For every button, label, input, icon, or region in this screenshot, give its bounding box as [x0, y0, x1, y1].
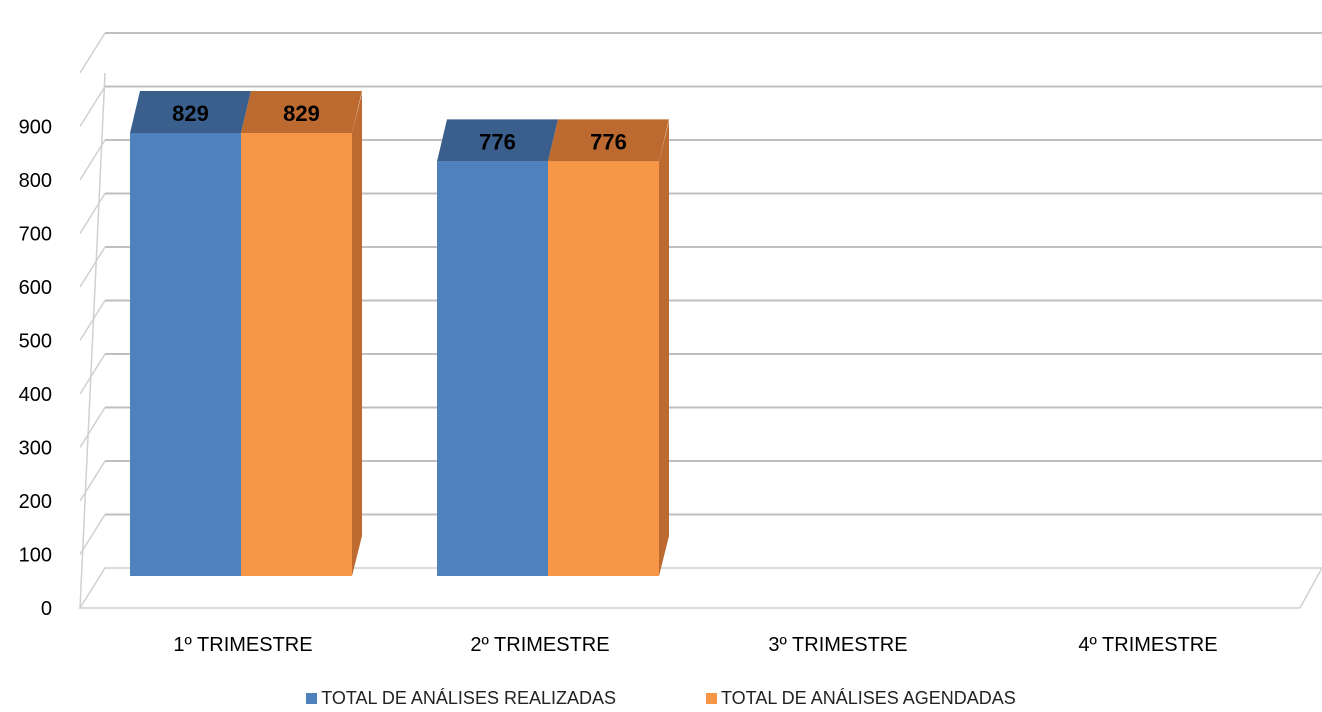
legend-swatch-realizadas	[306, 693, 318, 704]
bar-top	[437, 119, 558, 162]
gridline-wall	[79, 353, 106, 395]
gridline-wall	[79, 514, 106, 555]
x-tick-label: 2º TRIMESTRE	[470, 634, 609, 656]
bar	[437, 161, 548, 576]
gridline-wall	[79, 460, 106, 502]
bar-side	[659, 121, 669, 576]
y-tick-label: 100	[19, 545, 52, 567]
floor	[78, 567, 1322, 609]
gridline-wall	[79, 246, 106, 288]
gridline-wall	[79, 407, 106, 448]
data-label: 829	[172, 101, 209, 126]
data-label: 829	[283, 101, 320, 126]
data-label: 776	[479, 129, 516, 154]
bar	[241, 133, 352, 576]
data-label: 776	[590, 129, 627, 154]
bar	[548, 161, 659, 576]
y-tick-label: 400	[19, 384, 52, 406]
y-tick-label: 700	[19, 224, 52, 246]
x-tick-label: 1º TRIMESTRE	[173, 634, 312, 656]
bar	[130, 133, 241, 576]
y-tick-label: 300	[19, 438, 52, 460]
gridline-wall	[79, 86, 106, 127]
y-tick-label: 800	[19, 170, 52, 192]
chart-svg: 0 100 200 300 400 500 600 700 800 900 1º TRIMESTRE…	[19, 32, 1322, 656]
legend-label-agendadas: TOTAL DE ANÁLISES AGENDADAS	[721, 688, 1016, 708]
bar-top	[241, 91, 362, 133]
y-tick-label: 200	[19, 491, 52, 513]
bar-top	[548, 119, 669, 162]
legend: TOTAL DE ANÁLISES REALIZADAS TOTAL DE AN…	[0, 688, 1322, 709]
gridline-wall	[79, 300, 106, 341]
legend-item-realizadas: TOTAL DE ANÁLISES REALIZADAS	[306, 688, 616, 709]
y-tick-label: 0	[41, 598, 52, 620]
gridline-wall	[79, 193, 106, 234]
gridline-wall	[79, 32, 106, 74]
x-tick-label: 4º TRIMESTRE	[1078, 634, 1217, 656]
wall-edge	[79, 72, 106, 609]
x-tick-label: 3º TRIMESTRE	[768, 634, 907, 656]
legend-swatch-agendadas	[706, 693, 717, 704]
bar-side	[352, 93, 362, 576]
bar-top	[130, 91, 251, 133]
y-tick-label: 500	[19, 331, 52, 353]
legend-item-agendadas: TOTAL DE ANÁLISES AGENDADAS	[706, 688, 1016, 709]
y-tick-label: 600	[19, 277, 52, 299]
legend-label-realizadas: TOTAL DE ANÁLISES REALIZADAS	[321, 688, 616, 708]
y-tick-label: 900	[19, 117, 52, 139]
